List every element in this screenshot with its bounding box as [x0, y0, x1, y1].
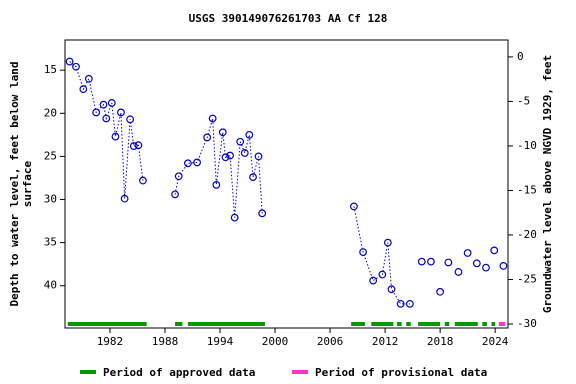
data-point: [378, 270, 387, 279]
y2-tick-label: -5: [517, 94, 530, 107]
legend-label: Period of approved data: [103, 366, 255, 379]
data-point: [111, 132, 120, 141]
data-point: [184, 159, 192, 168]
data-point: [427, 257, 435, 266]
period-bar: [418, 322, 441, 326]
data-point: [92, 108, 101, 117]
data-point: [129, 142, 138, 150]
data-point: [139, 176, 147, 185]
period-bar: [67, 322, 147, 326]
y-tick-label: 20: [44, 106, 57, 119]
data-point: [107, 99, 116, 107]
data-point: [203, 133, 212, 142]
data-point: [482, 263, 490, 272]
data-point: [193, 158, 201, 167]
data-point: [490, 246, 499, 255]
period-bar: [454, 322, 478, 326]
data-point: [417, 257, 426, 266]
data-point: [463, 249, 472, 257]
x-tick-label: 2006: [317, 335, 344, 348]
period-bar: [498, 322, 506, 326]
period-bar: [371, 322, 394, 326]
data-point: [236, 137, 245, 146]
y-label-group: Depth to water level, feet below land su…: [8, 61, 34, 307]
legend-label: Period of provisional data: [315, 366, 487, 379]
data-point: [383, 238, 392, 247]
period-bar: [491, 322, 496, 326]
data-point: [226, 151, 234, 160]
y2-tick-label: -25: [517, 272, 537, 285]
data-point: [254, 152, 263, 161]
y2-tick-label: -20: [517, 228, 537, 241]
y-tick-label: 35: [44, 236, 57, 249]
y-tick-label: 25: [44, 149, 57, 162]
data-point: [359, 248, 367, 257]
period-bar: [406, 322, 411, 326]
period-bar: [175, 322, 183, 326]
data-point: [396, 299, 405, 308]
data-line: [70, 62, 504, 304]
y2-tick-label: 0: [517, 50, 524, 63]
x-tick-label: 2012: [372, 335, 399, 348]
data-point: [174, 172, 183, 181]
data-point: [218, 128, 227, 137]
period-bar: [351, 322, 365, 326]
x-tick-label: 2018: [427, 335, 454, 348]
data-point: [436, 287, 445, 296]
data-point: [102, 114, 111, 123]
y2-tick-label: -15: [517, 183, 537, 196]
period-bar: [397, 322, 402, 326]
period-bar: [187, 322, 265, 326]
x-tick-label: 2000: [262, 335, 289, 348]
data-point: [499, 262, 508, 270]
data-point: [387, 285, 396, 294]
y-tick-label: 30: [44, 193, 57, 206]
y-tick-label: 40: [44, 279, 57, 292]
y2-tick-label: -30: [517, 317, 537, 330]
data-point: [72, 62, 80, 71]
data-point: [249, 173, 257, 182]
data-point: [212, 180, 221, 189]
data-point: [208, 114, 217, 123]
data-point: [171, 190, 179, 199]
chart-title: USGS 390149076261703 AA Cf 128: [189, 12, 388, 25]
data-point: [405, 299, 414, 308]
data-point: [221, 153, 230, 162]
period-bar: [444, 322, 450, 326]
x-tick-label: 1994: [207, 335, 234, 348]
data-point: [369, 276, 378, 285]
data-point: [134, 141, 143, 150]
data-point: [444, 258, 453, 267]
data-point: [258, 209, 267, 218]
data-point: [472, 259, 481, 268]
y-tick-label: 15: [44, 63, 57, 76]
period-bar: [482, 322, 487, 326]
data-point: [454, 268, 463, 276]
x-tick-label: 2024: [482, 335, 509, 348]
data-point: [84, 74, 93, 83]
y-axis-label: Depth to water level, feet below land su…: [8, 61, 34, 307]
data-point: [99, 100, 108, 109]
data-point: [120, 194, 129, 203]
data-point: [240, 149, 249, 157]
y2-axis-label: Groundwater level above NGVD 1929, feet: [541, 55, 554, 313]
data-point: [79, 85, 88, 94]
x-tick-label: 1988: [152, 335, 179, 348]
x-tick-label: 1982: [97, 335, 124, 348]
y-label-box: Depth to water level, feet below land su…: [8, 61, 34, 307]
data-point: [350, 202, 358, 211]
data-point: [230, 213, 239, 222]
data-point: [245, 130, 254, 139]
y2-tick-label: -10: [517, 139, 537, 152]
plot-frame: [64, 39, 509, 329]
data-point: [117, 108, 125, 117]
data-point: [126, 115, 135, 124]
data-point: [65, 57, 74, 66]
